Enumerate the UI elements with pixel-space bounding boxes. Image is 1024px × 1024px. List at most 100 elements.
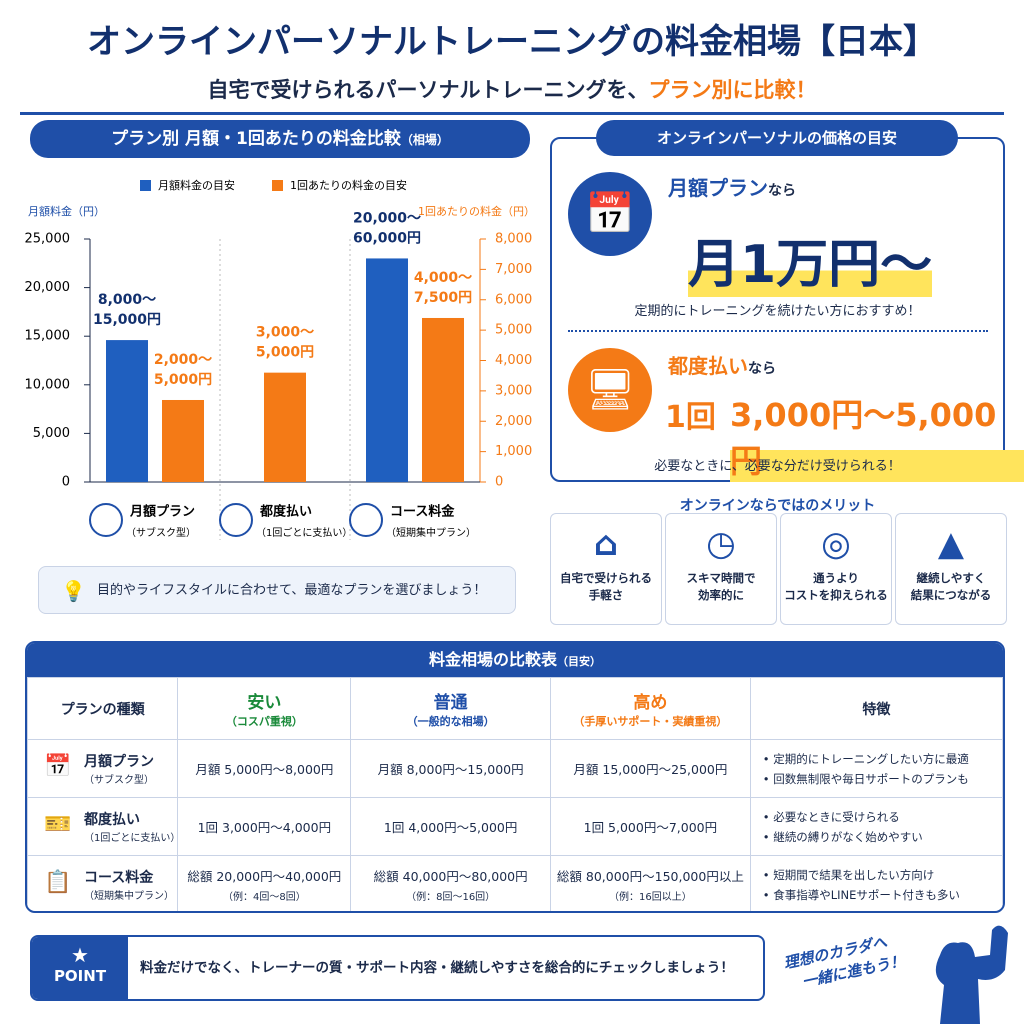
plan-note: （1回ごとに支払い） <box>84 833 181 844</box>
y-tick-label: 15,000 <box>25 329 71 344</box>
y-tick-label: 25,000 <box>25 232 71 247</box>
merit-icon: ◎ <box>821 524 851 564</box>
calendar-icon: 📅 <box>568 172 652 256</box>
range-label: 5,000円 <box>154 372 212 388</box>
feature-cell: • 定期的にトレーニングしたい方に最適 • 回数無制限や毎日サポートのプランも <box>749 739 1003 798</box>
header-cell: 高め （手厚いサポート・実績重視） <box>550 677 751 740</box>
bullet: • <box>762 829 774 844</box>
range-label: 60,000円 <box>353 230 421 246</box>
bar <box>162 399 204 482</box>
price-title: オンラインパーソナルの価格の目安 <box>596 120 958 156</box>
bar <box>106 340 148 482</box>
subtitle-text: 自宅で受けられるパーソナルトレーニングを、 <box>207 78 649 102</box>
tip-text: 目的やライフスタイルに合わせて、最適なプランを選びましょう！ <box>97 583 487 598</box>
y2-tick-label: 1,000 <box>495 444 532 459</box>
visit-label: 都度払いなら <box>668 350 776 379</box>
price-text: 月額 15,000円〜25,000円 <box>573 762 728 777</box>
chart-title-pill: プラン別 月額・1回あたりの料金比較（相場） <box>30 120 530 158</box>
bullet: • <box>762 887 774 902</box>
merit-line: スキマ時間で <box>686 571 756 585</box>
monthly-label: 月額プランなら <box>668 172 796 201</box>
y-tick-label: 0 <box>62 475 70 490</box>
merit-icon: ▲ <box>937 524 965 564</box>
header-cell: 特徴 <box>749 677 1003 740</box>
price-text: 1回 4,000円〜5,000円 <box>383 820 518 835</box>
plan-note: （サブスク型） <box>84 775 154 786</box>
range-label: 20,000〜 <box>353 210 421 226</box>
point-badge: ★ POINT <box>32 937 128 999</box>
title: オンラインパーソナルトレーニングの料金相場【日本】 <box>87 22 937 62</box>
point-box: ★ POINT 料金だけでなく、トレーナーの質・サポート内容・継続しやすさを総合的… <box>30 935 765 1001</box>
y-axis-label: 月額料金（円） <box>28 204 105 218</box>
bar <box>264 372 306 482</box>
price-cell: 総額 80,000円〜150,000円以上 （例：16回以上） <box>550 855 751 911</box>
table-row: 📋 コース料金 （短期集中プラン） 総額 20,000円〜40,000円 （例：4回〜8… <box>27 855 1003 911</box>
feature: • 継続の縛りがなく始めやすい <box>763 827 1002 847</box>
rule <box>20 112 1004 115</box>
range-label: 4,000〜 <box>414 270 472 286</box>
table-box: 料金相場の比較表（目安） プランの種類 安い （コスパ重視） 普通 （一般的な相場） 高め… <box>25 641 1005 913</box>
price-cell: 総額 40,000円〜80,000円 （例：8回〜16回） <box>350 855 551 911</box>
price-text: 月額 8,000円〜15,000円 <box>377 762 524 777</box>
mascot <box>935 925 1008 1024</box>
y-tick-label: 5,000 <box>33 426 70 441</box>
price-note: （例：8回〜16回） <box>406 892 496 903</box>
merit-card: ◷ スキマ時間で 効率的に <box>665 513 777 625</box>
merits-title: オンラインならではのメリット <box>679 498 876 514</box>
plan-cell: 🎫 都度払い （1回ごとに支払い） <box>27 797 181 856</box>
bar <box>366 258 408 482</box>
feature-cell: • 短期間で結果を出したい方向け • 食事指導やLINEサポート付きも多い <box>749 855 1003 911</box>
table: プランの種類 安い （コスパ重視） 普通 （一般的な相場） 高め （手厚いサポート・実績重視… <box>27 677 1003 911</box>
y2-tick-label: 3,000 <box>495 383 532 398</box>
bullet: • <box>762 751 774 766</box>
x-tick-note: （短期集中プラン） <box>386 526 476 539</box>
range-label: 8,000〜 <box>98 292 156 308</box>
range-label: 3,000〜 <box>256 325 314 341</box>
merit-line: 効率的に <box>698 588 744 602</box>
plan-cell: 📋 コース料金 （短期集中プラン） <box>27 855 179 911</box>
merits: ⌂ 自宅で受けられる 手軽さ ◷ スキマ時間で 効率的に ◎ 通うより コストを抑えられる ▲ 継続… <box>550 513 1007 625</box>
range-label: 5,000円 <box>256 345 314 361</box>
mascot-silhouette <box>935 925 1008 1024</box>
table-row: 🎫 都度払い （1回ごとに支払い） 1回 3,000円〜4,000円 1回 4,000円… <box>27 797 1003 856</box>
legend-swatch <box>272 180 283 191</box>
y2-tick-label: 6,000 <box>495 292 532 307</box>
y2-tick-label: 0 <box>495 475 503 490</box>
merit-line: コストを抑えられる <box>784 588 888 602</box>
merit-line: 結果につながる <box>910 588 992 602</box>
mascot-text: 理想のカラダへ 一緒に進もう！ <box>782 928 907 996</box>
price-text: 1回 5,000円〜7,000円 <box>583 820 718 835</box>
visit-suffix: なら <box>748 361 776 377</box>
chart-title-note: （相場） <box>400 133 449 147</box>
plan-icon: 🎫 <box>44 812 72 837</box>
plan-icon: 📋 <box>44 870 72 895</box>
header-note: （一般的な相場） <box>406 715 495 728</box>
y2-tick-label: 8,000 <box>495 232 532 247</box>
plan-name: コース料金 <box>84 870 154 886</box>
y-tick-label: 20,000 <box>25 280 71 295</box>
point-badge-text: POINT <box>53 967 107 985</box>
chart: 0 5,000 10,000 15,000 20,000 25,000 0 1,000 2,00… <box>25 178 535 540</box>
legend-label: 月額料金の目安 <box>158 178 235 192</box>
point-text: 料金だけでなく、トレーナーの質・サポート内容・継続しやすさを総合的にチェックしま… <box>140 960 734 976</box>
price-text: 1回 3,000円〜4,000円 <box>197 820 332 835</box>
table-title-text: 料金相場の比較表 <box>428 650 557 669</box>
y2-tick-label: 7,000 <box>495 262 532 277</box>
price-note: （例：16回以上） <box>609 892 692 903</box>
header-cell: プランの種類 <box>27 677 179 740</box>
merit-card: ⌂ 自宅で受けられる 手軽さ <box>550 513 662 625</box>
y2-tick-label: 5,000 <box>495 323 532 338</box>
visit-price: 3,000円〜5,000円 <box>730 390 1024 482</box>
plan-cell: 📅 月額プラン （サブスク型） <box>27 739 179 798</box>
merit-icon: ⌂ <box>593 524 619 564</box>
feature-cell: • 必要なときに受けられる • 継続の縛りがなく始めやすい <box>749 797 1003 856</box>
x-tick-note: （サブスク型） <box>126 526 196 539</box>
merit-line: 自宅で受けられる <box>560 571 652 585</box>
feature-text: 継続の縛りがなく始めやすい <box>773 829 923 844</box>
plan-name: 都度払い <box>84 812 140 828</box>
bullet: • <box>762 867 774 882</box>
price-note: （例：4回〜8回） <box>222 892 306 903</box>
feature: • 短期間で結果を出したい方向け <box>763 865 1002 885</box>
header-note: （手厚いサポート・実績重視） <box>573 715 728 728</box>
